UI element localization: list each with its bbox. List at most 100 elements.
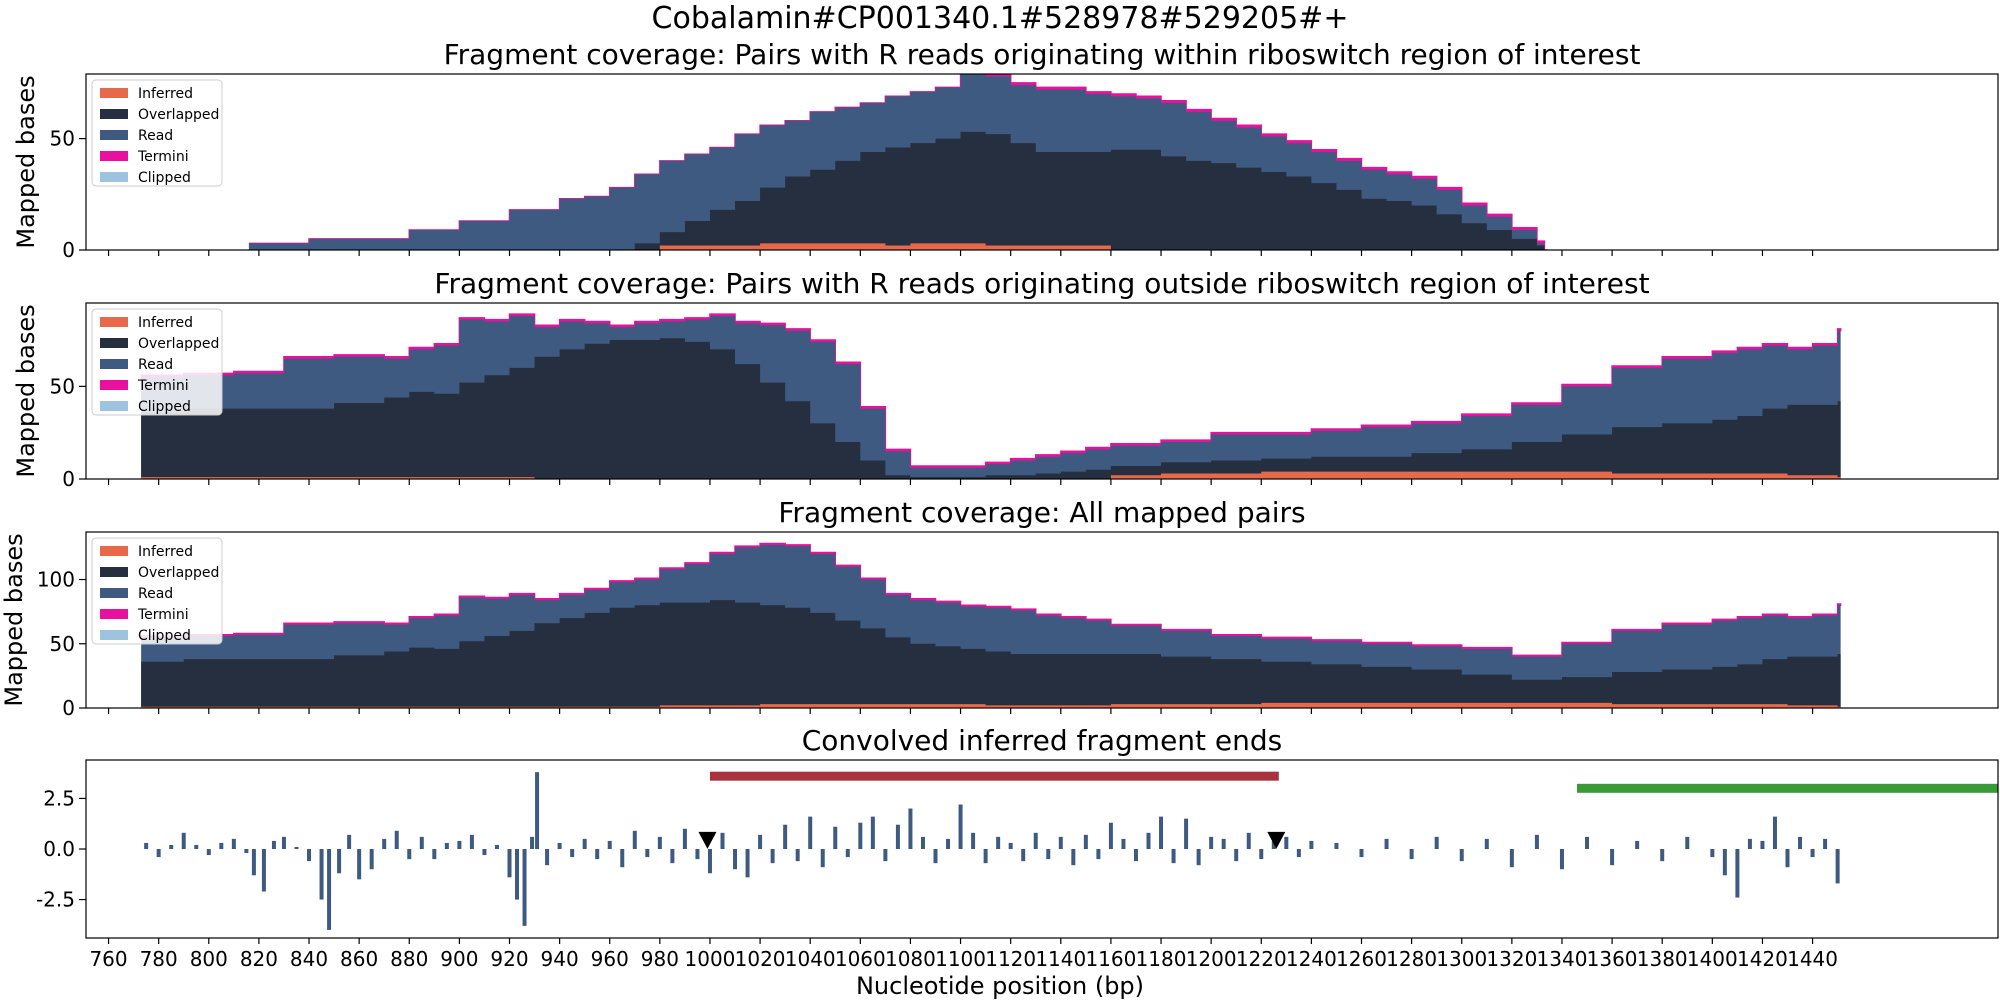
conv-bar <box>337 849 342 874</box>
y-axis-label: Mapped bases <box>12 304 40 477</box>
conv-bar <box>833 826 838 849</box>
y-axis-label: Mapped bases <box>12 75 40 248</box>
conv-bar <box>1071 849 1076 866</box>
legend-swatch-read <box>100 130 128 140</box>
conv-bar <box>231 838 236 849</box>
series-inferred-area <box>248 243 1548 250</box>
plot-area <box>248 74 1548 250</box>
conv-bar <box>895 824 900 849</box>
legend-label-termini: Termini <box>137 607 189 623</box>
legend-swatch-clipped <box>100 172 128 182</box>
y-tick-label: 50 <box>50 632 75 656</box>
conv-bar <box>695 849 700 860</box>
x-tick-label: 1320 <box>1486 947 1537 971</box>
conv-bar <box>1133 849 1138 862</box>
conv-bar <box>1660 849 1665 862</box>
legend-swatch-overlapped <box>100 567 128 577</box>
conv-bar <box>1798 836 1803 849</box>
conv-bar <box>1108 822 1113 849</box>
conv-bar <box>1810 849 1815 858</box>
x-tick-label: 920 <box>490 947 528 971</box>
series-overlapped-area <box>248 131 1548 250</box>
conv-bar <box>1835 849 1840 884</box>
x-tick-label: 1020 <box>735 947 786 971</box>
conv-bar <box>1434 836 1439 849</box>
conv-bar <box>1271 840 1276 849</box>
conv-bar <box>156 849 161 858</box>
conv-bar <box>1096 849 1101 860</box>
conv-bar <box>357 849 362 880</box>
series-inferred-area <box>141 471 1841 479</box>
conv-bar <box>845 849 850 858</box>
y-tick-label: 50 <box>50 127 75 151</box>
conv-bar <box>327 849 332 930</box>
conv-bar <box>469 834 474 849</box>
x-tick-label: 1360 <box>1587 947 1638 971</box>
conv-bar <box>1296 849 1301 858</box>
x-tick-label: 880 <box>390 947 428 971</box>
legend-swatch-inferred <box>100 317 128 327</box>
axes-frame <box>85 73 1999 251</box>
conv-bar <box>1159 816 1164 849</box>
conv-bar <box>1171 849 1176 864</box>
x-tick-label: 1240 <box>1286 947 1337 971</box>
conv-bar <box>1635 840 1640 849</box>
conv-bar <box>244 849 249 854</box>
conv-bar <box>169 844 174 849</box>
x-tick-label: 940 <box>541 947 579 971</box>
y-tick-label: 50 <box>50 374 75 398</box>
x-tick-label: 1160 <box>1085 947 1136 971</box>
legend-label-read: Read <box>138 357 173 373</box>
legend-label-inferred: Inferred <box>138 86 193 102</box>
region-bar-0 <box>709 771 1279 781</box>
conv-bar <box>307 849 312 862</box>
conv-bar <box>1184 818 1189 849</box>
series-termini-area <box>248 74 1548 250</box>
legend-label-termini: Termini <box>137 378 189 394</box>
y-tick-label: -2.5 <box>36 888 75 912</box>
legend-label-clipped: Clipped <box>138 628 191 644</box>
conv-bar <box>1785 849 1790 868</box>
conv-bar <box>1284 836 1289 849</box>
conv-bar <box>1259 849 1264 860</box>
legend-swatch-termini <box>100 151 128 161</box>
conv-bar <box>570 849 575 858</box>
series-inferred-area <box>141 702 1841 708</box>
conv-bar <box>1509 849 1514 868</box>
conv-bar <box>996 836 1001 849</box>
conv-bar <box>535 772 540 849</box>
conv-bar <box>1585 836 1590 849</box>
conv-bar <box>983 849 988 864</box>
conv-bar <box>720 832 725 849</box>
x-tick-label: 1340 <box>1537 947 1588 971</box>
panel-coverage-within: Fragment coverage: Pairs with R reads or… <box>12 38 1999 262</box>
x-tick-label: 1180 <box>1136 947 1187 971</box>
x-tick-label: 1200 <box>1186 947 1237 971</box>
conv-bar <box>1747 838 1752 849</box>
conv-bar <box>620 849 625 868</box>
plot-area <box>140 313 1842 479</box>
conv-bar <box>1246 832 1251 849</box>
legend-swatch-inferred <box>100 88 128 98</box>
conv-bar <box>271 840 276 849</box>
conv-bar <box>545 849 550 866</box>
conv-bar <box>820 849 825 868</box>
conv-bar <box>507 849 512 878</box>
y-axis-label: Mapped bases <box>0 533 28 706</box>
conv-bar <box>1309 840 1314 849</box>
conv-bar <box>1021 849 1026 862</box>
conv-bar <box>407 849 412 860</box>
x-tick-label: 840 <box>290 947 328 971</box>
conv-bar <box>1735 849 1740 898</box>
y-tick-label: 100 <box>37 568 75 592</box>
x-tick-label: 860 <box>340 947 378 971</box>
conv-bar <box>707 849 712 874</box>
conv-bar <box>733 849 738 870</box>
y-tick-label: 2.5 <box>43 786 75 810</box>
x-tick-label: 960 <box>591 947 629 971</box>
conv-bar <box>883 849 888 862</box>
conv-bar <box>1710 849 1715 858</box>
x-tick-label: 1100 <box>935 947 986 971</box>
conv-bar <box>515 849 520 900</box>
conv-bar <box>770 849 775 864</box>
